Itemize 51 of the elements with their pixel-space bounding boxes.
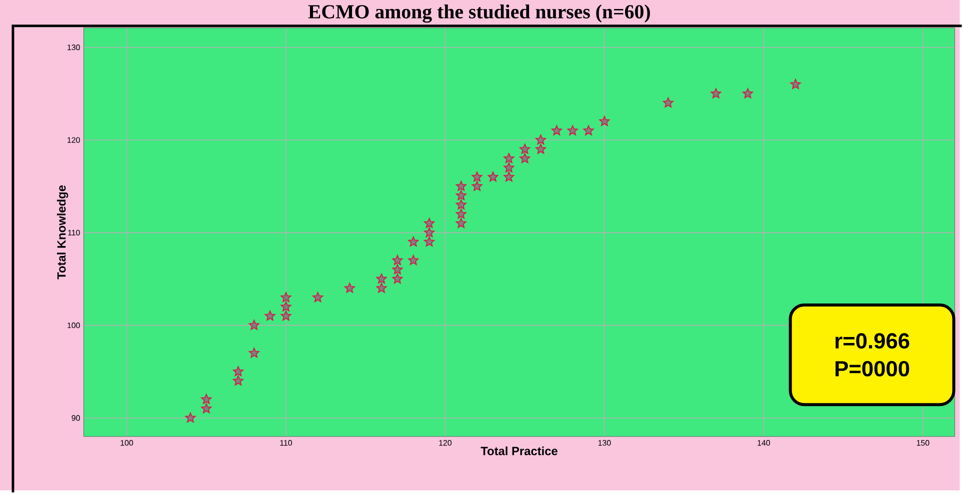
point — [280, 292, 292, 302]
point — [742, 88, 754, 98]
y-axis-title: Total Knowledge — [56, 186, 68, 280]
point — [488, 172, 498, 182]
point — [472, 172, 482, 182]
point — [662, 98, 674, 108]
point — [551, 125, 562, 136]
point — [456, 218, 466, 228]
point — [472, 181, 482, 192]
point — [376, 274, 387, 284]
point — [264, 310, 276, 321]
point — [456, 190, 466, 200]
point — [424, 227, 435, 238]
point — [312, 292, 324, 302]
point — [408, 236, 419, 247]
point — [567, 125, 578, 136]
point — [504, 172, 514, 182]
point — [424, 218, 435, 228]
point — [520, 144, 530, 154]
point — [599, 116, 610, 126]
point — [344, 282, 355, 293]
point — [583, 125, 594, 136]
point — [185, 412, 196, 423]
point — [710, 88, 722, 98]
point — [536, 134, 546, 145]
point — [424, 236, 435, 247]
point — [536, 144, 546, 154]
point — [392, 274, 403, 284]
point — [392, 255, 403, 266]
point — [280, 302, 292, 312]
point — [790, 79, 801, 90]
point — [248, 348, 260, 358]
point — [520, 153, 530, 164]
point — [392, 264, 403, 274]
point — [280, 310, 292, 321]
point — [232, 376, 244, 386]
point — [201, 394, 212, 404]
point — [232, 366, 244, 376]
point — [456, 208, 466, 219]
annotation: r=0.966 — [836, 333, 910, 349]
point — [408, 255, 419, 266]
point — [456, 181, 466, 192]
point — [456, 200, 466, 210]
chart-title: ECMO among the studied nurses (n=60) — [308, 4, 650, 23]
annotation: P=0000 — [836, 361, 910, 377]
point — [248, 320, 260, 330]
point — [504, 153, 514, 164]
point — [504, 162, 514, 173]
point — [201, 403, 212, 414]
x-axis-title: Total Practice — [480, 446, 558, 456]
point — [376, 282, 387, 293]
